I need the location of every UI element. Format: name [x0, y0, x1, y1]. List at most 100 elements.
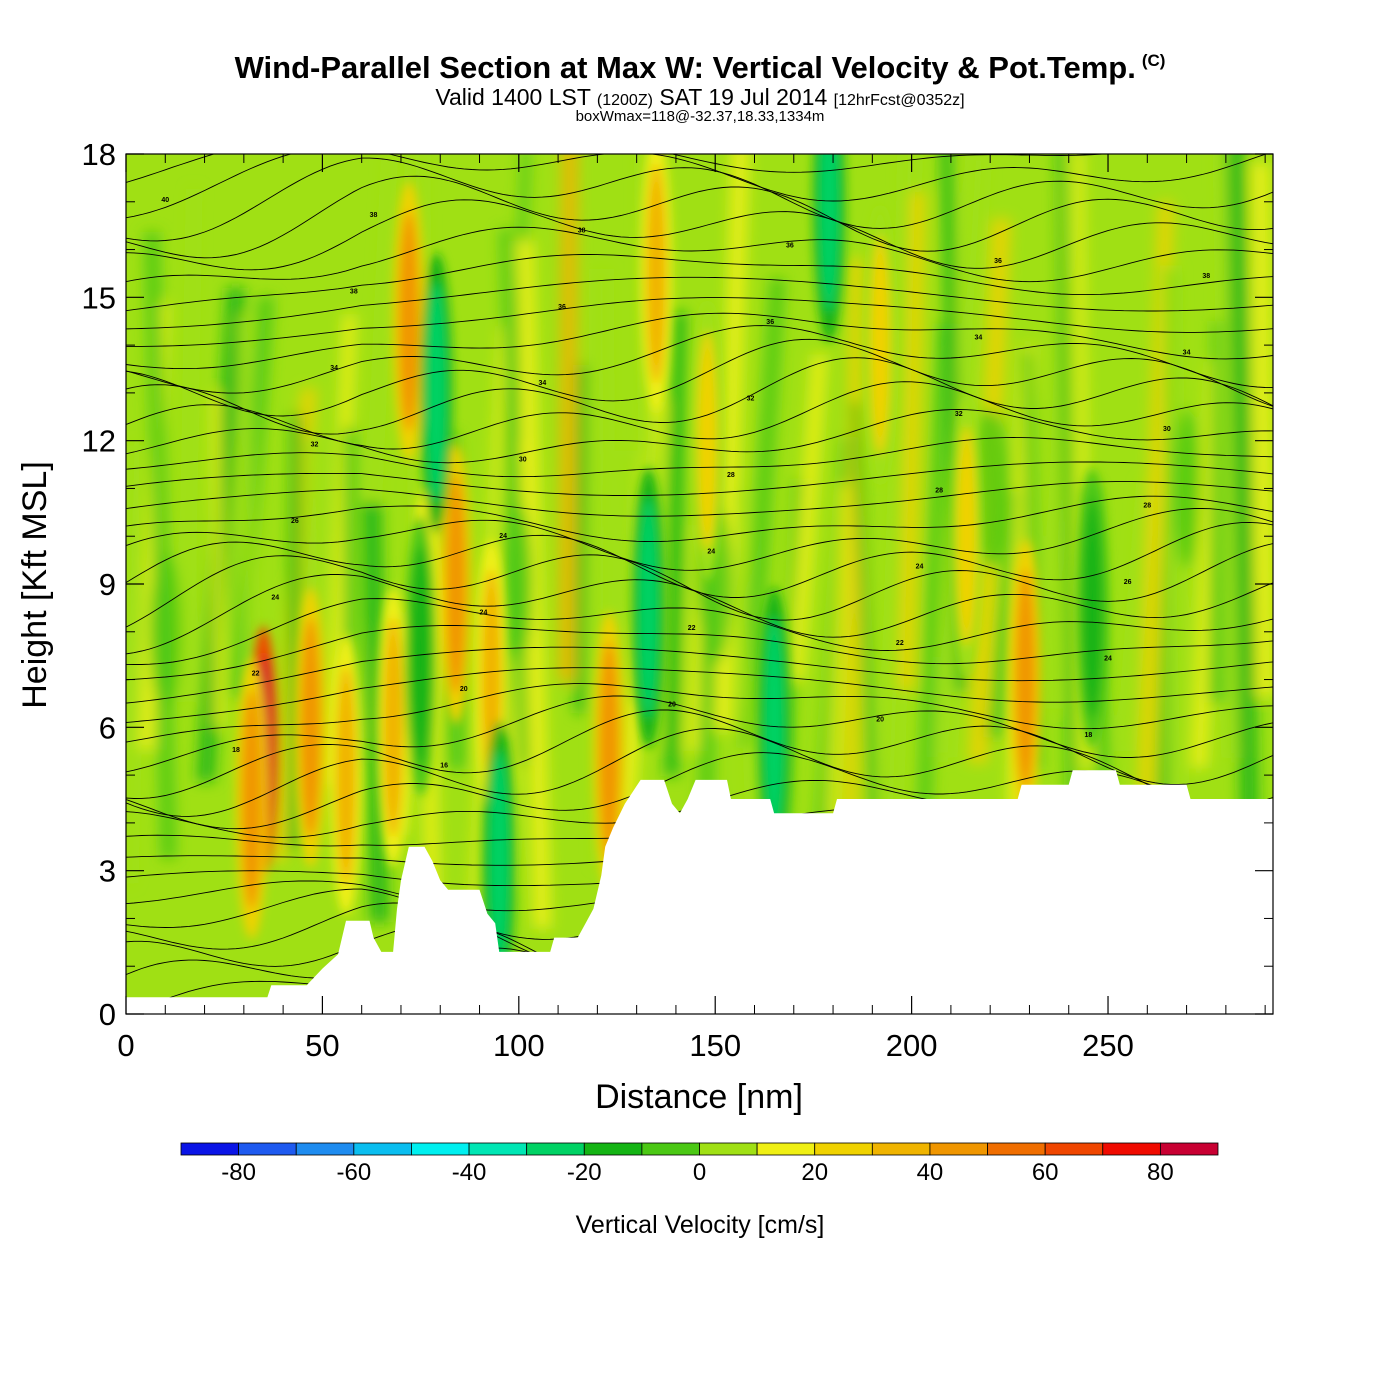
colorbar-tick-label: 80 [1147, 1159, 1174, 1186]
theta-contour [126, 495, 1273, 543]
velocity-band [181, 189, 199, 702]
colorbar-swatch [526, 1142, 585, 1156]
theta-contour-label: 36 [786, 243, 794, 250]
velocity-band [1161, 265, 1185, 789]
colorbar-tick-label: -80 [221, 1159, 256, 1186]
velocity-core [377, 587, 410, 868]
velocity-core [950, 396, 983, 677]
colorbar-swatch [929, 1142, 988, 1156]
chart-title: Wind-Parallel Section at Max W: Vertical… [234, 50, 1166, 85]
theta-contour [126, 508, 1273, 571]
theta-contour-label: 20 [460, 686, 468, 693]
y-tick-label: 18 [82, 137, 116, 172]
velocity-core [632, 467, 665, 748]
x-tick-label: 50 [305, 1028, 339, 1063]
theta-contour-label: 30 [519, 457, 527, 464]
velocity-core-center [646, 163, 667, 384]
velocity-core [235, 659, 268, 939]
velocity-core-center [956, 426, 977, 647]
plot-area: 40 38 38 36 36 38 38 36 36 34 34 34 34 32 32 30 32 30 28 28… [126, 154, 1273, 1014]
theta-contour-label: 32 [747, 396, 755, 403]
velocity-core [758, 587, 791, 868]
theta-contour-label: 24 [1104, 655, 1112, 662]
colorbar-swatch [583, 1142, 643, 1156]
colorbar-tick-label: -60 [336, 1159, 371, 1186]
theta-contour-label: 38 [1202, 273, 1210, 280]
theta-contour [126, 543, 1273, 628]
colorbar-swatch [180, 1142, 240, 1156]
theta-contour-label: 38 [370, 212, 378, 219]
velocity-core-center [426, 282, 447, 503]
theta-contour [126, 157, 1273, 242]
x-tick-label: 150 [689, 1028, 741, 1063]
colorbar-tick-label: 20 [801, 1159, 828, 1186]
velocity-core [294, 587, 327, 868]
y-tick-label: 0 [99, 997, 116, 1032]
y-tick-label: 3 [99, 854, 116, 889]
theta-contour-label: 26 [291, 518, 299, 525]
velocity-band [916, 323, 951, 824]
theta-contour-label: 28 [935, 487, 943, 494]
theta-contour-label: 34 [974, 334, 982, 341]
theta-contour [126, 646, 1273, 704]
y-tick-label: 12 [82, 424, 116, 459]
y-axis-label: Height [Kft MSL] [16, 461, 54, 709]
velocity-core-center [445, 474, 466, 694]
velocity-band [1251, 162, 1273, 697]
velocity-core [640, 154, 673, 414]
theta-contour [126, 357, 1273, 435]
y-tick-label: 9 [99, 567, 116, 602]
velocity-core [439, 444, 472, 724]
colorbar-swatch [987, 1142, 1046, 1156]
theta-contour-label: 36 [994, 258, 1002, 265]
colorbar-swatch [641, 1142, 700, 1156]
velocity-core-center [489, 751, 510, 972]
velocity-band [515, 240, 552, 929]
chart-subtitle-boxwmax: boxWmax=118@-32.37,18.33,1334m [575, 108, 825, 125]
colorbar-swatch [756, 1142, 816, 1156]
colorbar-swatch [1102, 1142, 1161, 1156]
velocity-band [1046, 182, 1076, 709]
theta-contour [126, 254, 1273, 312]
theta-contour [126, 695, 1273, 773]
theta-contour [126, 297, 1273, 347]
velocity-core-center [819, 154, 840, 312]
colorbar-swatch [411, 1142, 470, 1156]
colorbar-tick-label: 0 [693, 1159, 706, 1186]
theta-contour [126, 325, 1273, 394]
velocity-core-center [870, 235, 891, 456]
theta-contour-label: 36 [766, 319, 774, 326]
chart-subtitle: Valid 1400 LST (1200Z) SAT 19 Jul 2014 [… [435, 84, 965, 110]
theta-contour-label: 22 [688, 625, 696, 632]
theta-contour-label: 34 [330, 365, 338, 372]
x-tick-label: 200 [886, 1028, 938, 1063]
theta-contour-label: 18 [1084, 732, 1092, 739]
velocity-core [691, 300, 724, 581]
theta-contour-label: 34 [1183, 350, 1191, 357]
theta-contour [126, 381, 1273, 450]
theta-contour-label: 36 [558, 304, 566, 311]
theta-contour-label: 28 [1143, 503, 1151, 510]
colorbar-swatch [871, 1142, 931, 1156]
velocity-core-center [335, 665, 356, 886]
velocity-core-center [697, 330, 718, 551]
theta-contour-label: 20 [668, 701, 676, 708]
velocity-core-center [638, 497, 659, 718]
theta-contour-label: 24 [916, 564, 924, 571]
theta-contour-label: 32 [955, 411, 963, 418]
theta-contour [126, 683, 1273, 743]
velocity-band [1172, 408, 1201, 569]
colorbar-tick-label: 60 [1032, 1159, 1059, 1186]
theta-contour-label: 26 [1124, 579, 1132, 586]
theta-contour-label: 24 [707, 548, 715, 555]
theta-contour [126, 409, 1273, 464]
velocity-core [1009, 539, 1042, 820]
theta-contour-label: 24 [499, 533, 507, 540]
velocity-core-center [241, 689, 262, 909]
theta-contour-label: 34 [538, 380, 546, 387]
theta-contour [126, 437, 1273, 478]
theta-contour-label: 24 [271, 594, 279, 601]
theta-contour-label: 18 [232, 747, 240, 754]
x-tick-label: 100 [493, 1028, 545, 1063]
